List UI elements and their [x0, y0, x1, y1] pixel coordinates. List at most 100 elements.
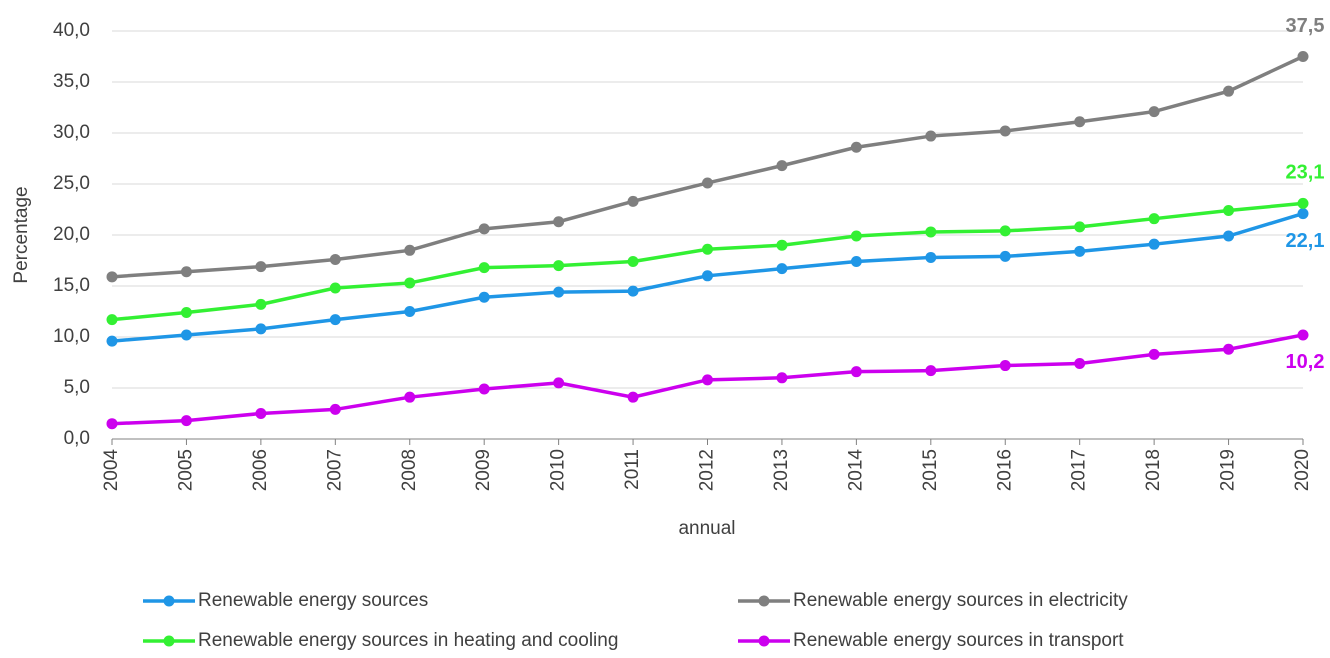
- legend-marker: [758, 595, 770, 607]
- x-tick-label: 2020: [1292, 449, 1313, 491]
- data-point: [702, 177, 713, 189]
- data-point: [478, 223, 490, 235]
- data-point: [180, 266, 192, 278]
- data-point: [478, 291, 490, 303]
- x-tick-label: 2011: [622, 449, 643, 490]
- data-point: [776, 372, 788, 384]
- y-tick-label: 25,0: [53, 173, 90, 194]
- data-point: [925, 226, 937, 238]
- data-point: [925, 251, 937, 263]
- data-point: [478, 262, 490, 274]
- x-tick-label: 2009: [473, 449, 494, 491]
- data-point: [255, 298, 267, 310]
- y-tick-label: 10,0: [53, 326, 90, 347]
- data-point: [1297, 51, 1309, 62]
- data-point: [702, 374, 713, 386]
- x-axis-title: annual: [678, 518, 735, 539]
- y-tick-label: 20,0: [53, 224, 90, 245]
- legend-marker: [163, 635, 175, 647]
- data-point: [925, 365, 937, 377]
- data-point: [1223, 205, 1235, 217]
- x-tick-label: 2004: [101, 449, 122, 492]
- data-point: [850, 230, 862, 242]
- data-point: [180, 415, 192, 427]
- series-line: [111, 54, 1304, 279]
- data-point: [404, 306, 416, 317]
- data-point: [627, 256, 639, 268]
- data-point: [1148, 106, 1160, 118]
- x-tick-label: 2016: [994, 449, 1015, 491]
- data-point: [553, 216, 565, 228]
- data-point: [404, 244, 416, 256]
- series-line: [111, 201, 1304, 322]
- x-tick-label: 2019: [1218, 449, 1239, 491]
- legend-marker: [758, 635, 770, 647]
- y-tick-label: 40,0: [53, 20, 90, 41]
- data-point: [999, 125, 1011, 137]
- data-point: [180, 329, 192, 341]
- x-tick-label: 2018: [1143, 449, 1164, 491]
- x-tick-label: 2008: [399, 449, 420, 491]
- data-point: [850, 256, 862, 268]
- y-tick-label: 35,0: [53, 71, 90, 92]
- x-tick-label: 2007: [324, 449, 345, 491]
- data-point: [1074, 245, 1086, 257]
- data-point: [702, 270, 713, 282]
- y-tick-label: 30,0: [53, 122, 90, 143]
- data-point: [106, 335, 118, 347]
- data-point: [999, 360, 1011, 372]
- value-label: 22,1: [1286, 230, 1325, 252]
- data-point: [255, 408, 267, 419]
- data-point: [329, 253, 341, 265]
- data-point: [1148, 213, 1160, 225]
- x-tick-label: 2013: [771, 449, 792, 491]
- data-point: [702, 243, 713, 255]
- data-point: [1223, 343, 1235, 355]
- data-point: [999, 250, 1011, 262]
- data-point: [627, 285, 639, 297]
- data-point: [404, 277, 416, 289]
- data-point: [553, 260, 565, 272]
- x-tick-label: 2012: [697, 449, 718, 491]
- data-point: [329, 403, 341, 415]
- data-point: [925, 130, 937, 142]
- data-point: [106, 271, 118, 283]
- legend-label: Renewable energy sources in transport: [793, 630, 1124, 651]
- x-tick-label: 2010: [548, 449, 569, 491]
- data-point: [106, 418, 118, 430]
- data-point: [999, 225, 1011, 237]
- data-point: [553, 377, 565, 389]
- data-point: [850, 141, 862, 153]
- data-point: [553, 286, 565, 298]
- data-point: [1074, 358, 1086, 370]
- data-point: [1148, 348, 1160, 360]
- data-point: [329, 314, 341, 326]
- data-point: [255, 323, 267, 335]
- y-tick-label: 0,0: [64, 428, 90, 449]
- data-point: [850, 366, 862, 378]
- x-tick-label: 2005: [175, 449, 196, 491]
- legend-marker: [163, 595, 175, 607]
- x-tick-label: 2015: [920, 449, 941, 491]
- data-point: [776, 160, 788, 172]
- legend-label: Renewable energy sources: [198, 590, 428, 611]
- data-point: [1074, 221, 1086, 233]
- data-point: [255, 261, 267, 273]
- x-tick-label: 2006: [250, 449, 271, 491]
- y-axis-title: Percentage: [11, 186, 32, 283]
- x-tick-label: 2014: [845, 449, 866, 492]
- value-label: 10,2: [1286, 351, 1325, 373]
- data-point: [1148, 238, 1160, 250]
- value-label: 23,1: [1286, 162, 1325, 184]
- data-point: [776, 263, 788, 275]
- data-point: [1074, 116, 1086, 128]
- data-point: [404, 391, 416, 403]
- data-point: [1223, 230, 1235, 242]
- x-tick-label: 2017: [1069, 449, 1090, 491]
- legend-label: Renewable energy sources in heating and …: [198, 630, 618, 651]
- data-point: [1297, 197, 1309, 209]
- data-point: [329, 282, 341, 294]
- data-point: [627, 391, 639, 403]
- data-point: [776, 239, 788, 251]
